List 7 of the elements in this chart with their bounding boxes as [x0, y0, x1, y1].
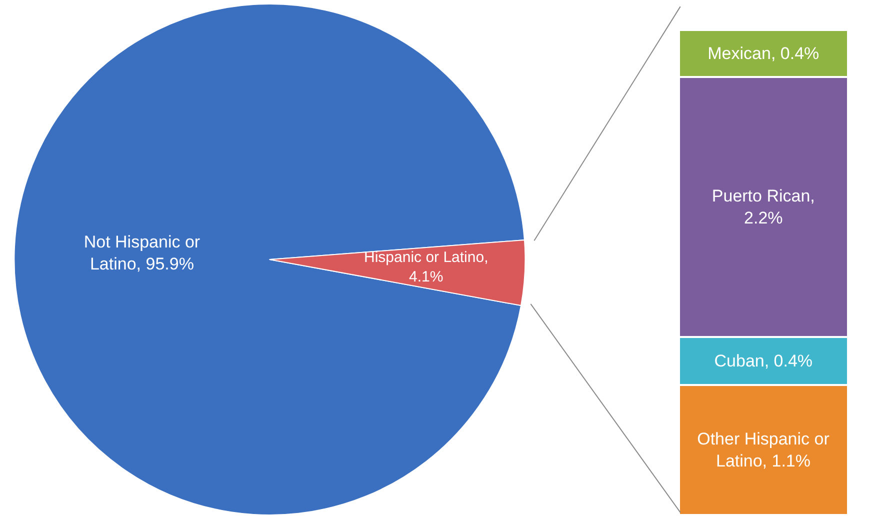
pie-slice [14, 4, 525, 516]
data-label: Not Hispanic or Latino, 95.9% [84, 232, 200, 274]
data-label: Cuban, 0.4% [714, 352, 813, 370]
data-label: Mexican, 0.4% [708, 44, 820, 63]
data-label: Puerto Rican, 2.2% [712, 186, 815, 228]
data-label: Other Hispanic or Latino, 1.1% [697, 429, 830, 471]
data-label: Hispanic or Latino, 4.1% [364, 249, 488, 286]
